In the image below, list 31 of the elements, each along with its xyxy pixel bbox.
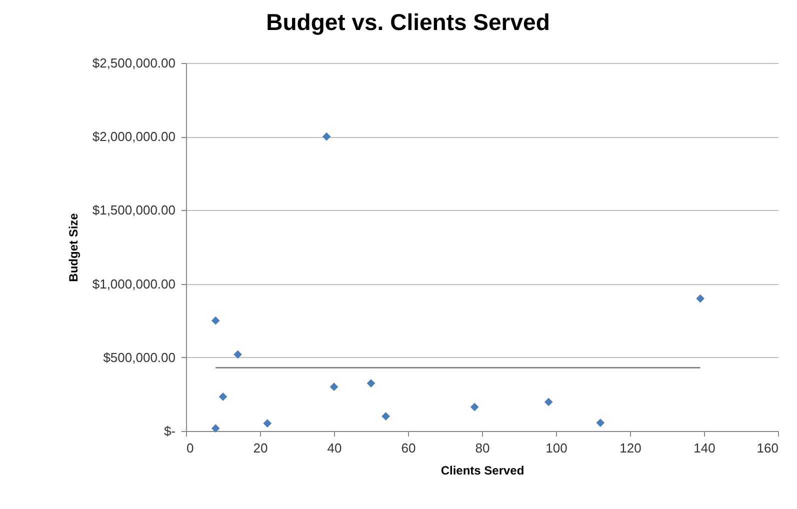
point xyxy=(218,392,228,401)
point xyxy=(330,382,338,392)
point xyxy=(544,398,553,406)
y-tick-label: $2,000,000.00 xyxy=(92,129,176,144)
x-tick-label: 140 xyxy=(694,440,716,456)
point xyxy=(211,424,220,433)
point xyxy=(696,294,704,303)
x-tick-label: 160 xyxy=(756,440,778,456)
chart-title: Budget vs. Clients Served xyxy=(266,9,550,35)
x-axis-title: Clients Served xyxy=(440,464,524,478)
point xyxy=(263,419,272,428)
y-tick-label: $- xyxy=(164,424,176,438)
x-tick-label: 100 xyxy=(546,440,568,456)
y-tick-label: $500,000.00 xyxy=(103,350,176,365)
x-tick-label: 0 xyxy=(186,440,194,456)
point xyxy=(382,412,390,420)
point xyxy=(322,132,331,141)
y-axis-title: Budget Size xyxy=(66,212,80,282)
point xyxy=(470,402,479,412)
x-tick-label: 60 xyxy=(401,440,416,456)
point xyxy=(596,418,605,427)
x-tick-label: 40 xyxy=(327,440,342,456)
y-tick-label: $1,000,000.00 xyxy=(92,276,176,292)
x-tick-label: 80 xyxy=(475,440,490,456)
x-tick-label: 20 xyxy=(253,440,268,456)
point xyxy=(234,350,242,359)
point xyxy=(211,316,220,325)
x-tick-label: 120 xyxy=(620,440,642,456)
y-tick-label: $1,500,000.00 xyxy=(92,202,176,218)
point xyxy=(366,379,376,388)
y-tick-label: $2,500,000.00 xyxy=(92,56,176,70)
